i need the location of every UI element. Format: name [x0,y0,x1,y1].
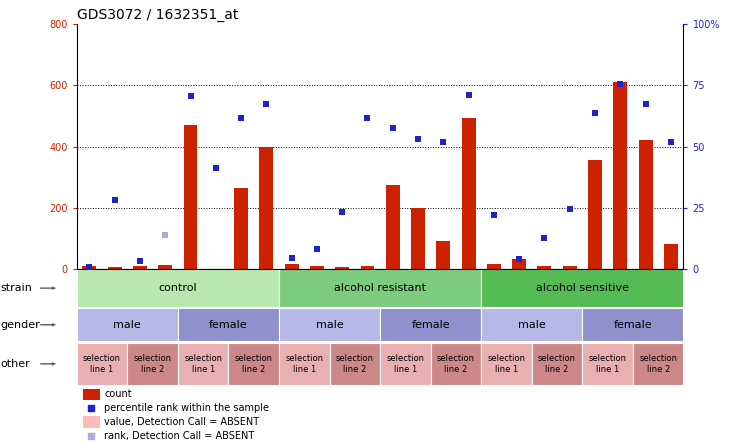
Text: female: female [209,320,248,330]
Bar [183,125,197,269]
Text: count: count [104,389,132,400]
Bar [336,267,349,269]
Text: strain: strain [1,283,33,293]
Bar [481,309,583,341]
Bar [360,266,374,269]
Bar [83,416,99,428]
Bar [380,309,481,341]
Bar [588,160,602,269]
Text: selection
line 2: selection line 2 [538,354,576,373]
Text: selection
line 2: selection line 2 [235,354,273,373]
Text: female: female [412,320,450,330]
Bar [664,244,678,269]
Text: female: female [613,320,652,330]
Text: alcohol resistant: alcohol resistant [334,283,426,293]
Text: value, Detection Call = ABSENT: value, Detection Call = ABSENT [104,417,260,428]
Bar [411,208,425,269]
Bar [431,343,481,385]
Bar [228,343,279,385]
Text: male: male [113,320,141,330]
Bar [563,266,577,269]
Text: selection
line 2: selection line 2 [639,354,677,373]
Bar [77,343,127,385]
Bar [310,266,324,269]
Bar [133,266,147,269]
Bar [583,343,633,385]
Bar [77,309,178,341]
Text: GDS3072 / 1632351_at: GDS3072 / 1632351_at [77,8,238,22]
Text: control: control [159,283,197,293]
Text: selection
line 1: selection line 1 [83,354,121,373]
Bar [77,270,279,307]
Bar [330,343,380,385]
Bar [613,83,627,269]
Bar [234,188,248,269]
Text: gender: gender [1,320,40,330]
Bar [260,147,273,269]
Bar [537,266,551,269]
Text: selection
line 1: selection line 1 [387,354,425,373]
Bar [284,264,298,269]
Bar [481,343,532,385]
Bar [83,266,96,269]
Bar [633,343,683,385]
Text: percentile rank within the sample: percentile rank within the sample [104,404,269,413]
Text: selection
line 1: selection line 1 [184,354,222,373]
Bar [386,185,400,269]
Bar [279,270,481,307]
Bar [462,118,476,269]
Text: male: male [316,320,344,330]
Bar [159,265,173,269]
Bar [512,259,526,269]
Bar [583,309,683,341]
Text: selection
line 2: selection line 2 [437,354,475,373]
Bar [380,343,431,385]
Bar [639,140,653,269]
Text: selection
line 1: selection line 1 [488,354,526,373]
Text: selection
line 2: selection line 2 [134,354,172,373]
Bar [487,264,501,269]
Bar [83,388,99,400]
Bar [532,343,583,385]
Text: other: other [1,359,31,369]
Text: male: male [518,320,545,330]
Text: selection
line 1: selection line 1 [588,354,626,373]
Bar [279,309,380,341]
Bar [178,309,279,341]
Bar [436,241,450,269]
Text: selection
line 1: selection line 1 [285,354,323,373]
Text: selection
line 2: selection line 2 [336,354,374,373]
Text: alcohol sensitive: alcohol sensitive [536,283,629,293]
Bar [279,343,330,385]
Bar [127,343,178,385]
Bar [107,267,121,269]
Text: rank, Detection Call = ABSENT: rank, Detection Call = ABSENT [104,431,254,441]
Bar [481,270,683,307]
Bar [178,343,228,385]
